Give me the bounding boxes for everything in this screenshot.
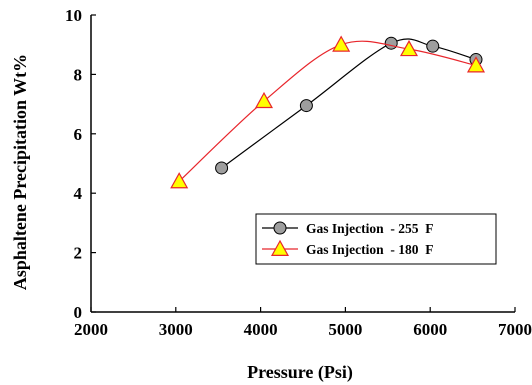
x-axis-title: Pressure (Psi) [247,362,353,383]
legend-marker [273,221,287,235]
data-point [170,172,189,189]
plot-area: 2000 3000 4000 5000 6000 7000 0 2 4 6 8 10 [65,6,532,339]
x-tick-label: 7000 [498,320,532,339]
y-axis-title: Asphaltene Precipitation Wt% [10,54,30,290]
y-tick-label: 4 [74,184,83,203]
legend-label: Gas Injection - 180 F [306,242,434,257]
series-1 [215,36,483,175]
data-point [215,161,229,175]
series-2 [170,35,486,189]
x-tick-label: 4000 [244,320,278,339]
series-line [178,40,477,182]
y-tick-label: 0 [74,303,83,322]
data-point [384,36,398,50]
data-point [426,39,440,53]
data-point [399,39,419,57]
legend-marker [270,239,290,256]
y-tick-label: 10 [65,6,82,25]
data-point [254,91,274,109]
series-line [221,38,477,169]
x-tick-label: 2000 [74,320,108,339]
legend: Gas Injection - 255 F Gas Injection - 180… [255,213,497,265]
legend-item: Gas Injection - 255 F [262,221,434,236]
x-tick-label: 5000 [328,320,362,339]
x-tick-label: 3000 [159,320,193,339]
y-tick-label: 6 [74,125,83,144]
legend-box [255,213,497,265]
legend-item: Gas Injection - 180 F [262,239,434,257]
y-tick-label: 2 [74,244,83,263]
y-tick-label: 8 [74,65,83,84]
x-tick-label: 6000 [413,320,447,339]
data-point [332,35,351,52]
data-point [299,99,313,113]
data-point [466,56,486,73]
legend-label: Gas Injection - 255 F [306,221,434,236]
